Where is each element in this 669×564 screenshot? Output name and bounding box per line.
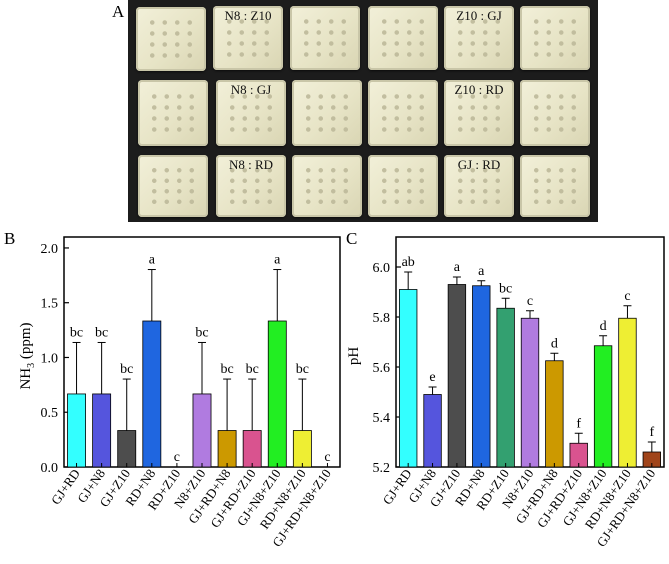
petri-plate — [520, 80, 590, 146]
panel-a-label: A — [112, 2, 125, 21]
significance-letter: f — [576, 416, 581, 431]
significance-letter: bc — [246, 362, 259, 377]
y-tick-label: 0.5 — [41, 406, 59, 421]
bar — [399, 289, 418, 468]
panel-b-label: B — [4, 229, 16, 248]
petri-plate: N8 : GJ — [216, 80, 286, 146]
panel-c-label: C — [346, 229, 358, 248]
plate-label: N8 : RD — [228, 157, 274, 172]
bar — [593, 345, 613, 468]
plate-label: Z10 : RD — [454, 82, 504, 97]
significance-letter: d — [600, 319, 607, 334]
petri-plate: GJ : RD — [444, 155, 514, 217]
petri-plate — [136, 7, 206, 71]
significance-letter: bc — [95, 325, 108, 340]
petri-plate — [292, 80, 362, 146]
petri-plate: Z10 : RD — [444, 80, 514, 146]
bar — [545, 360, 564, 468]
petri-plate — [520, 155, 590, 217]
petri-plate — [292, 155, 362, 217]
petri-plate: N8 : Z10 — [213, 6, 283, 70]
y-tick-label: 5.8 — [373, 311, 391, 326]
significance-letter: c — [527, 294, 533, 309]
y-tick-label: 1.0 — [41, 351, 59, 366]
bar — [472, 285, 491, 468]
y-axis-label: NH3 (ppm) — [18, 322, 37, 389]
plate-label: N8 : Z10 — [224, 8, 272, 23]
significance-letter: a — [454, 260, 461, 275]
significance-letter: c — [324, 450, 330, 465]
petri-plate — [290, 6, 360, 70]
petri-plate — [368, 155, 438, 217]
significance-letter: ab — [402, 255, 415, 270]
significance-letter: bc — [499, 281, 512, 296]
significance-letter: c — [174, 450, 180, 465]
plate-label: N8 : GJ — [230, 82, 272, 97]
bar — [520, 317, 540, 468]
plate-label: GJ : RD — [457, 157, 501, 172]
petri-plate — [520, 6, 590, 70]
y-tick-label: 2.0 — [41, 242, 59, 257]
y-tick-label: 0.0 — [41, 461, 59, 476]
significance-letter: bc — [296, 362, 309, 377]
significance-letter: f — [649, 425, 654, 440]
plate-label: Z10 : GJ — [456, 8, 502, 23]
y-axis-label-sub: 3 — [26, 363, 37, 368]
significance-letter: a — [478, 264, 485, 279]
y-axis-label: pH — [346, 347, 362, 366]
petri-plate: N8 : RD — [216, 155, 286, 217]
significance-letter: a — [274, 253, 281, 268]
y-tick-label: 5.2 — [373, 461, 391, 476]
petri-plate — [368, 6, 438, 70]
y-axis-label-unit: (ppm) — [18, 322, 34, 362]
y-axis-label-main: NH — [18, 368, 34, 390]
petri-plate: Z10 : GJ — [444, 6, 514, 70]
bar — [618, 317, 637, 468]
petri-dish-photo: N8 : Z10 Z10 : GJ N8 : GJ Z10 : RD N8 : … — [128, 0, 598, 222]
y-tick-label: 6.0 — [373, 261, 391, 276]
significance-letter: d — [551, 336, 558, 351]
bar — [447, 284, 467, 468]
significance-letter: bc — [195, 325, 208, 340]
significance-letter: bc — [220, 362, 233, 377]
y-tick-label: 5.6 — [373, 361, 391, 376]
significance-letter: e — [429, 370, 435, 385]
significance-letter: a — [149, 253, 156, 268]
bar — [423, 394, 442, 468]
y-tick-label: 1.5 — [41, 297, 59, 312]
petri-plate — [138, 80, 208, 146]
significance-letter: bc — [120, 362, 133, 377]
significance-letter: bc — [70, 325, 83, 340]
y-tick-label: 5.4 — [373, 411, 391, 426]
petri-plate — [138, 155, 208, 217]
petri-plate — [368, 80, 438, 146]
significance-letter: c — [624, 289, 630, 304]
bar — [496, 307, 515, 468]
